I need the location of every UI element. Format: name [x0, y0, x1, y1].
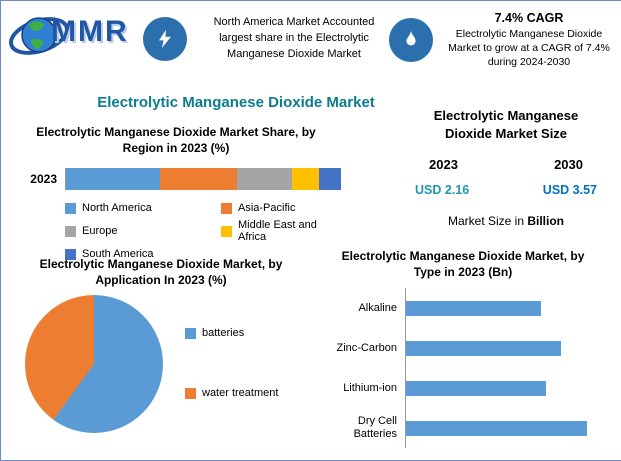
type-bar: [406, 380, 546, 396]
market-size-year-2030: 2030: [554, 157, 583, 173]
type-bar: [406, 420, 588, 436]
region-bar-segment: [291, 168, 319, 191]
type-label: Dry Cell Batteries: [353, 415, 397, 441]
market-size-panel: Electrolytic Manganese Dioxide Market Si…: [399, 107, 613, 228]
legend-item: North America: [65, 202, 215, 214]
legend-item: batteries: [185, 327, 278, 339]
globe-icon: [9, 17, 69, 55]
highlight-cagr: 7.4% CAGR Electrolytic Manganese Dioxide…: [389, 11, 615, 70]
region-legend: North America Asia-Pacific Europe Middle Ea…: [65, 202, 341, 260]
market-size-note-unit: Billion: [527, 214, 565, 229]
application-pie-row: batteries water treatment: [11, 295, 311, 434]
type-label: Zinc-Carbon: [336, 341, 397, 354]
type-bar-rows: Alkaline Zinc-Carbon Lithium-ion Dry Cell B…: [313, 288, 613, 449]
type-bar: [406, 340, 562, 356]
region-stacked-bar: [65, 168, 341, 191]
type-chart: Electrolytic Manganese Dioxide Market, b…: [313, 249, 613, 449]
legend-item: Middle East and Africa: [221, 219, 341, 243]
highlight-cagr-textblock: 7.4% CAGR Electrolytic Manganese Dioxide…: [443, 11, 615, 70]
legend-label: Asia-Pacific: [238, 202, 296, 215]
legend-label: Middle East and Africa: [238, 219, 317, 244]
legend-swatch: [65, 248, 76, 260]
lightning-icon: [143, 16, 187, 61]
legend-label: South America: [82, 248, 154, 261]
region-bar-segment: [66, 168, 160, 191]
legend-label: water treatment: [202, 387, 279, 400]
legend-swatch: [185, 387, 196, 399]
application-legend: batteries water treatment: [185, 327, 278, 433]
legend-item: South America: [65, 248, 215, 260]
legend-item: Asia-Pacific: [221, 202, 341, 214]
cagr-text: Electrolytic Manganese Dioxide Market to…: [448, 28, 610, 69]
legend-label: Europe: [82, 225, 118, 238]
main-title: Electrolytic Manganese Dioxide Market: [97, 94, 375, 111]
legend-swatch: [65, 225, 76, 237]
highlight-north-america: North America Market Accounted largest s…: [143, 15, 391, 63]
highlight-north-america-text: North America Market Accounted largest s…: [213, 16, 375, 60]
application-chart: Electrolytic Manganese Dioxide Market, b…: [11, 257, 311, 434]
legend-swatch: [221, 202, 232, 214]
legend-label: batteries: [202, 327, 245, 340]
market-size-years: 2023 2030: [399, 157, 613, 172]
logo-text: MMR: [51, 15, 129, 48]
market-size-value: USD 3.57: [542, 183, 597, 198]
type-bar-track: [405, 408, 613, 449]
region-chart-title: Electrolytic Manganese Dioxide Market Sh…: [36, 125, 316, 155]
market-size-note-prefix: Market Size in: [447, 214, 528, 229]
region-share-chart: Electrolytic Manganese Dioxide Market Sh…: [11, 125, 341, 260]
market-size-title: Electrolytic Manganese Dioxide Market Si…: [433, 108, 579, 141]
region-bar-segment: [236, 168, 292, 191]
type-chart-title: Electrolytic Manganese Dioxide Market, b…: [341, 249, 585, 279]
type-bar-row: Dry Cell Batteries: [313, 408, 613, 449]
flame-icon: [389, 18, 433, 63]
market-size-values: USD 2.16 USD 3.57: [399, 183, 613, 197]
type-label: Lithium-ion: [343, 381, 397, 394]
type-label: Alkaline: [358, 301, 397, 314]
legend-swatch: [185, 327, 196, 339]
legend-swatch: [221, 225, 232, 237]
type-bar-row: Lithium-ion: [313, 368, 613, 409]
type-bar-row: Zinc-Carbon: [313, 328, 613, 369]
region-bar-segment: [159, 168, 237, 191]
cagr-title: 7.4% CAGR: [494, 11, 564, 25]
market-size-year-2023: 2023: [429, 157, 458, 173]
type-bar-track: [405, 288, 613, 329]
legend-item: Europe: [65, 219, 215, 243]
application-chart-title: Electrolytic Manganese Dioxide Market, b…: [39, 257, 283, 287]
application-pie: [25, 295, 163, 434]
region-category-label: 2023: [30, 172, 57, 187]
legend-item: water treatment: [185, 387, 278, 399]
legend-swatch: [65, 202, 76, 214]
region-bar-segment: [319, 168, 341, 191]
type-bar-row: Alkaline: [313, 288, 613, 329]
type-bar: [406, 300, 541, 316]
market-size-value: USD 2.16: [415, 183, 470, 198]
type-bar-track: [405, 368, 613, 409]
legend-label: North America: [82, 202, 152, 215]
market-size-note: Market Size in Billion: [399, 214, 613, 228]
type-bar-track: [405, 328, 613, 369]
mmr-logo: MMR: [9, 7, 159, 65]
region-bar-area: 2023: [11, 168, 341, 191]
